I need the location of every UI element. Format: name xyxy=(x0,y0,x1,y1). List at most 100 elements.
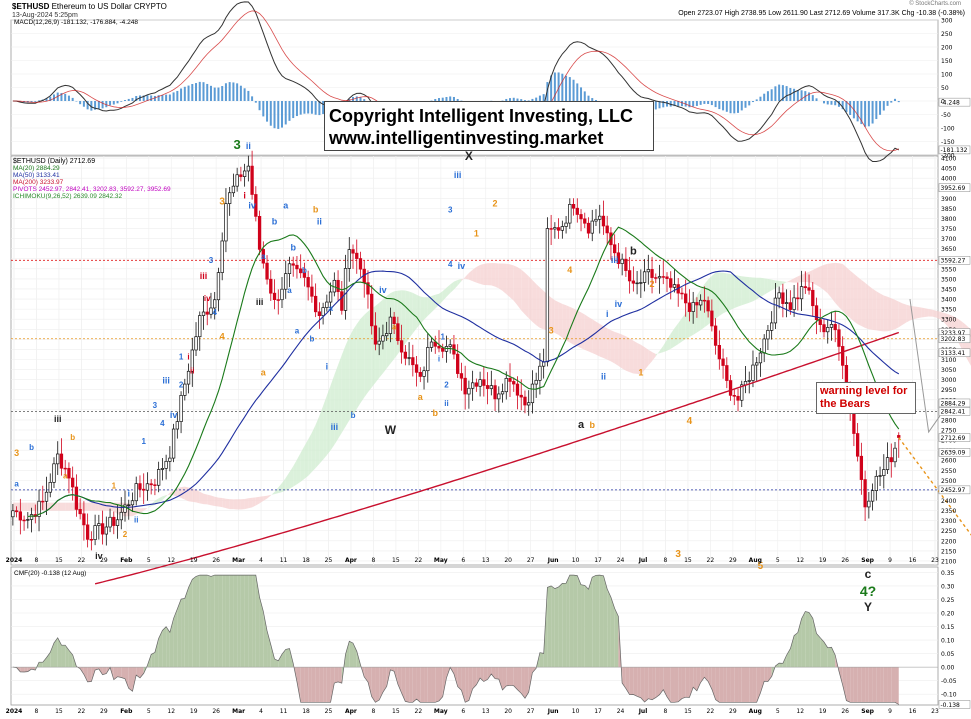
cmf-area-segment xyxy=(700,667,705,683)
cloud-segment xyxy=(364,311,368,398)
macd-histogram-bar xyxy=(224,83,227,101)
cmf-line xyxy=(12,574,899,705)
cmf-area-segment xyxy=(173,609,178,668)
value-tag-text: 2639.09 xyxy=(941,450,966,457)
candle-body xyxy=(803,286,807,289)
macd-tick-label: 50 xyxy=(941,85,949,92)
cloud-segment xyxy=(214,496,219,507)
cmf-area-segment xyxy=(689,667,694,698)
macd-value-tag xyxy=(938,145,971,155)
wave-label: b xyxy=(630,246,637,258)
candle-body xyxy=(635,282,639,285)
cloud-segment xyxy=(457,279,462,286)
cloud-segment xyxy=(248,497,253,509)
cloud-segment xyxy=(315,415,320,468)
date-tick-label: 6 xyxy=(461,708,465,715)
cloud-segment xyxy=(296,452,301,485)
macd-histogram-bar xyxy=(587,95,590,101)
macd-histogram-bar xyxy=(666,101,669,107)
cmf-area-segment xyxy=(442,667,447,697)
cmf-area-segment xyxy=(865,667,869,703)
cloud-segment xyxy=(599,323,604,359)
candle-body xyxy=(145,483,150,491)
cmf-area-segment xyxy=(674,667,679,703)
candle-body xyxy=(426,347,430,372)
candle-body xyxy=(613,244,617,254)
cmf-area-segment xyxy=(502,667,507,690)
candle-body xyxy=(841,346,845,366)
candle-body xyxy=(242,170,247,177)
cloud-segment xyxy=(562,303,567,341)
cloud-segment xyxy=(861,279,866,328)
cmf-area-segment xyxy=(345,641,350,668)
date-tick-label: 23 xyxy=(931,708,939,715)
cloud-segment xyxy=(252,497,256,508)
cloud-segment xyxy=(304,439,309,479)
cmf-area-segment xyxy=(315,667,320,703)
macd-histogram-bar xyxy=(64,93,67,101)
cloud-segment xyxy=(655,351,660,357)
wave-label: iii xyxy=(162,376,170,386)
macd-histogram-bar xyxy=(295,101,298,117)
macd-histogram-bar xyxy=(793,88,796,101)
wave-label: i xyxy=(243,190,246,200)
cloud-segment xyxy=(255,496,260,506)
cloud-segment xyxy=(83,502,88,511)
candle-body xyxy=(859,455,864,480)
cloud-segment xyxy=(752,277,757,302)
wave-label: iii xyxy=(331,422,339,432)
cmf-area-segment xyxy=(524,667,529,699)
macd-histogram-bar xyxy=(662,101,665,108)
cmf-area-segment xyxy=(696,667,701,691)
macd-histogram-bar xyxy=(849,101,852,116)
macd-histogram-bar xyxy=(437,98,440,101)
macd-histogram-bar xyxy=(770,89,773,101)
cloud-segment xyxy=(394,290,398,359)
date-tick-label: 8 xyxy=(664,708,668,715)
candle-body xyxy=(855,433,860,457)
candle-body xyxy=(631,280,636,284)
cmf-area-segment xyxy=(162,626,167,668)
candle-body xyxy=(59,453,64,469)
cmf-area-segment xyxy=(749,667,753,703)
symbol-name: Ethereum to US Dollar xyxy=(51,2,132,11)
cloud-segment xyxy=(476,264,481,284)
candle-body xyxy=(306,277,310,288)
cloud-segment xyxy=(895,299,899,330)
projection-path xyxy=(909,298,941,434)
cloud-segment xyxy=(842,263,847,315)
candle-body xyxy=(893,447,897,463)
date-tick-label: 25 xyxy=(325,708,333,715)
macd-histogram-bar xyxy=(254,101,257,103)
candle-body xyxy=(26,519,30,521)
candle-body xyxy=(377,340,381,345)
cmf-area-segment xyxy=(199,575,204,668)
cloud-segment xyxy=(293,459,297,487)
cmf-area-segment xyxy=(730,667,735,703)
macd-histogram-bar xyxy=(841,101,844,110)
wave-label: a xyxy=(63,471,68,480)
cmf-area-segment xyxy=(95,667,99,670)
cmf-area-segment xyxy=(125,667,129,689)
cloud-segment xyxy=(693,295,697,335)
wave-label: iv xyxy=(379,285,387,295)
cmf-area-segment xyxy=(539,652,544,668)
cloud-segment xyxy=(360,314,365,403)
candle-body xyxy=(388,316,393,334)
cloud-segment xyxy=(588,316,593,354)
cloud-segment xyxy=(883,295,888,332)
cloud-segment xyxy=(943,312,948,326)
macd-tick-label: 100 xyxy=(941,72,953,79)
date-tick-label: Jul xyxy=(638,557,648,564)
candle-body xyxy=(553,227,557,230)
cmf-area-segment xyxy=(338,667,342,684)
candle-body xyxy=(672,284,677,288)
value-tag-text: 2884.29 xyxy=(941,400,966,407)
cmf-area-segment xyxy=(876,667,881,703)
macd-histogram-bar xyxy=(695,101,698,106)
cloud-segment xyxy=(644,347,649,371)
macd-histogram-bar xyxy=(860,101,863,125)
cmf-area-segment xyxy=(237,575,241,668)
